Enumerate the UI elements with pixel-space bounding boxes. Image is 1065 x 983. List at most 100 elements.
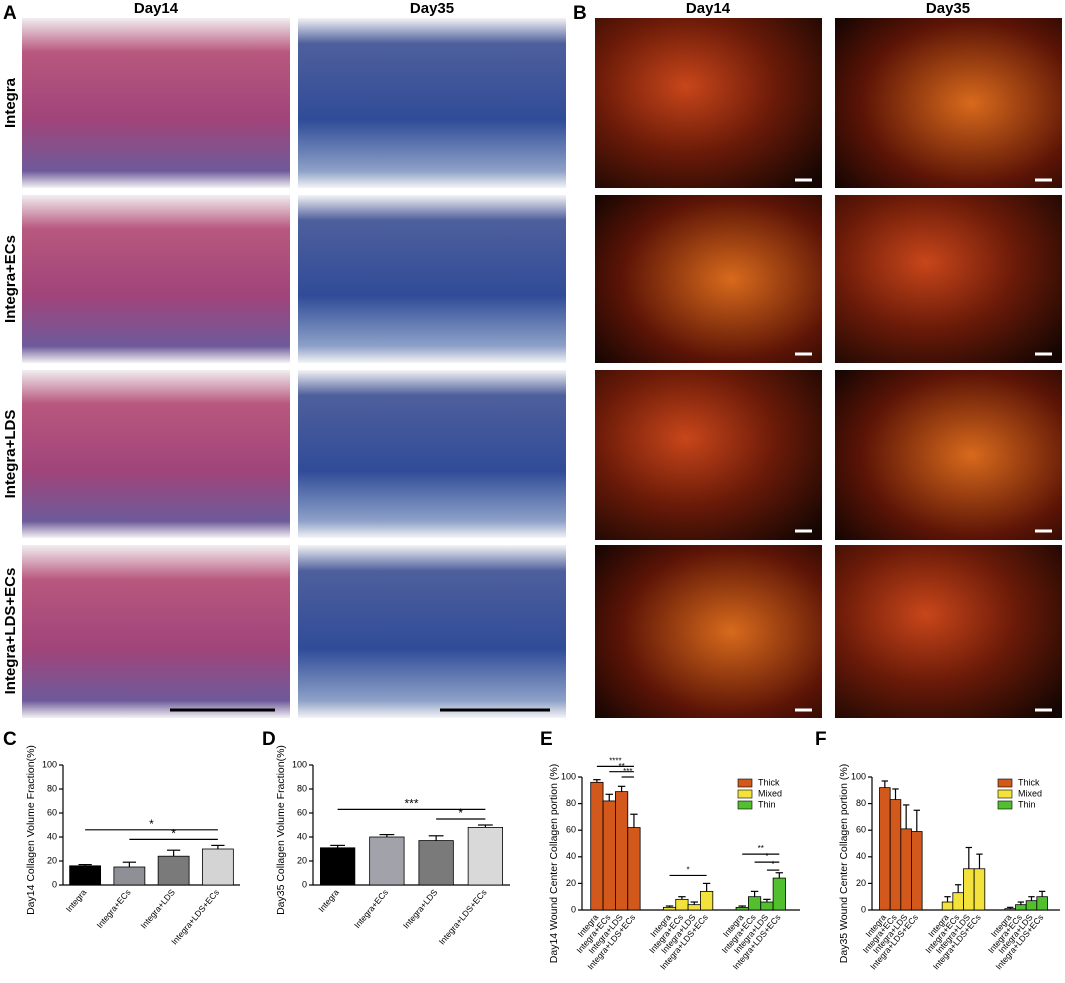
bar (952, 892, 964, 911)
row-label: Integra (2, 77, 19, 128)
error-bar (881, 780, 889, 788)
error-bar (976, 853, 983, 869)
y-tick-label: 0 (302, 879, 307, 889)
error-bar (892, 788, 899, 800)
y-tick-label: 100 (42, 759, 57, 769)
bar (662, 906, 677, 911)
error-bar (738, 905, 746, 908)
y-tick-label: 40 (47, 831, 57, 841)
y-tick-label: 60 (566, 825, 576, 835)
column-header: Day14 (134, 0, 179, 17)
bar (889, 799, 902, 911)
column-header: Day35 (926, 0, 970, 17)
y-tick-label: 0 (861, 904, 866, 914)
error-bar (965, 846, 973, 869)
bar (157, 855, 190, 886)
y-tick-label: 80 (566, 798, 576, 808)
row-label: Integra+ECs (2, 235, 19, 323)
panel-label: A (3, 3, 17, 24)
error-bar (477, 824, 493, 828)
significance-label: *** (623, 767, 632, 776)
significance-label: **** (609, 756, 621, 765)
panel-label: E (540, 729, 553, 750)
bar (201, 848, 234, 886)
legend-label: Mixed (1018, 788, 1042, 798)
y-tick-label: 100 (851, 771, 866, 781)
error-bar (330, 844, 346, 848)
bar (1036, 896, 1048, 911)
x-tick-label: Integra (64, 887, 89, 914)
bar (627, 827, 641, 911)
error-bar (902, 804, 910, 829)
x-tick-label: Integra+ECs (94, 887, 132, 930)
y-axis-label: Day35 Collagen Volume Fraction(%) (275, 745, 287, 915)
error-bar (605, 793, 613, 801)
y-axis-label: Day14 Collagen Volume Fraction(%) (25, 745, 37, 915)
bar (615, 791, 629, 911)
y-tick-label: 0 (52, 879, 57, 889)
bar (772, 877, 786, 911)
legend-swatch (997, 789, 1013, 799)
bar (69, 865, 102, 886)
error-bar (1017, 901, 1025, 905)
panel-label: B (573, 3, 587, 24)
error-bar (690, 901, 698, 905)
y-axis-label: Day14 Wound Center Collagen portion (%) (548, 764, 560, 963)
x-tick-label: Integra+LDS (401, 887, 440, 930)
bar (1004, 908, 1016, 911)
row-label: Integra+LDS+ECs (2, 568, 19, 695)
bar (963, 868, 975, 911)
error-bar (775, 872, 783, 879)
x-tick-label: Integra (316, 887, 341, 914)
bar (675, 898, 689, 911)
panel-label: D (262, 729, 276, 750)
bar (879, 787, 891, 911)
y-tick-label: 0 (571, 904, 576, 914)
bar (319, 847, 356, 886)
legend-label: Thick (1018, 777, 1040, 787)
y-tick-label: 40 (856, 851, 866, 861)
bar (941, 901, 954, 911)
panel-label: C (3, 729, 17, 750)
y-tick-label: 80 (297, 783, 307, 793)
significance-label: *** (404, 797, 418, 811)
x-tick-label: Integra+ECs (352, 887, 390, 930)
bar (735, 906, 749, 911)
error-bar (617, 785, 626, 792)
error-bar (944, 896, 951, 903)
bar (748, 896, 762, 911)
y-tick-label: 20 (566, 878, 576, 888)
error-bar (1006, 906, 1014, 909)
y-tick-label: 20 (297, 855, 307, 865)
significance-label: * (171, 827, 176, 841)
legend-label: Thick (758, 777, 780, 787)
significance-label: ** (618, 762, 624, 771)
significance-label: * (765, 852, 768, 861)
bar (590, 781, 604, 911)
bar (418, 840, 454, 886)
significance-label: * (687, 866, 690, 875)
legend-swatch (737, 778, 753, 788)
column-header: Day14 (686, 0, 731, 17)
y-tick-label: 100 (292, 759, 307, 769)
error-bar (678, 896, 686, 900)
legend-swatch (997, 800, 1013, 810)
bar (1015, 904, 1027, 911)
x-tick-label: Integra+LDS+ECs (169, 887, 221, 946)
bar (700, 890, 714, 911)
error-bar (593, 779, 601, 783)
legend-swatch (997, 778, 1013, 788)
y-tick-label: 40 (566, 851, 576, 861)
polarized-images (595, 18, 1062, 718)
bar (973, 868, 986, 911)
y-tick-label: 80 (856, 798, 866, 808)
legend-label: Mixed (758, 788, 782, 798)
bar (113, 866, 146, 886)
error-bar (1038, 890, 1046, 897)
error-bar (166, 849, 181, 857)
legend-swatch (737, 800, 753, 810)
histology-images (22, 18, 566, 718)
significance-label: * (458, 806, 463, 820)
legend-swatch (737, 789, 753, 799)
